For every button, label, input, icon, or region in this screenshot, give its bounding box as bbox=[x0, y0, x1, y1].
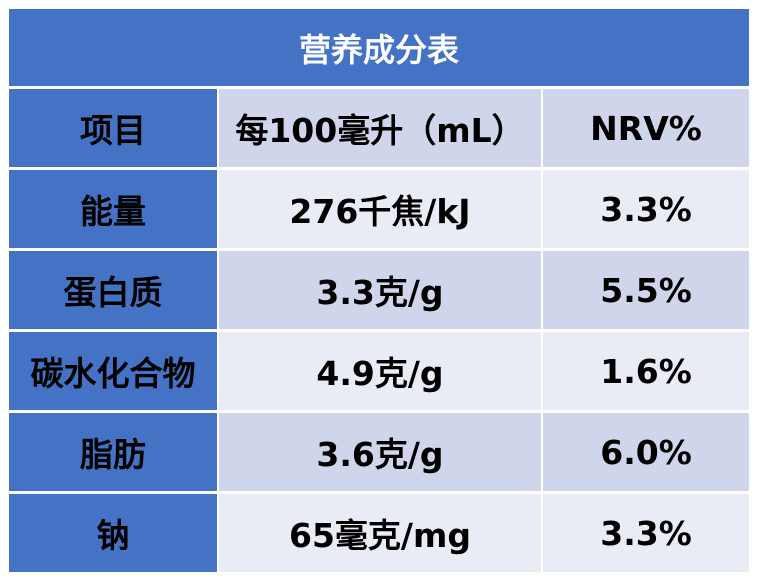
row-amount: 4.9克/g bbox=[219, 332, 541, 410]
row-item-label: 钠 bbox=[9, 494, 217, 572]
row-amount: 65毫克/mg bbox=[219, 494, 541, 572]
row-item-label: 碳水化合物 bbox=[9, 332, 217, 410]
row-amount: 276千焦/kJ bbox=[219, 170, 541, 248]
row-item-label: 能量 bbox=[9, 170, 217, 248]
header-item: 项目 bbox=[9, 89, 217, 167]
row-nrv: 6.0% bbox=[543, 413, 749, 491]
header-amount-per-100ml: 每100毫升（mL） bbox=[219, 89, 541, 167]
nutrition-facts-table: 营养成分表 项目 每100毫升（mL） NRV% 能量 276千焦/kJ 3.3… bbox=[9, 9, 749, 575]
row-item-label: 脂肪 bbox=[9, 413, 217, 491]
row-amount: 3.3克/g bbox=[219, 251, 541, 329]
row-item-label: 蛋白质 bbox=[9, 251, 217, 329]
table-title: 营养成分表 bbox=[9, 9, 749, 86]
row-nrv: 1.6% bbox=[543, 332, 749, 410]
row-nrv: 5.5% bbox=[543, 251, 749, 329]
header-nrv: NRV% bbox=[543, 89, 749, 167]
row-amount: 3.6克/g bbox=[219, 413, 541, 491]
row-nrv: 3.3% bbox=[543, 494, 749, 572]
row-nrv: 3.3% bbox=[543, 170, 749, 248]
